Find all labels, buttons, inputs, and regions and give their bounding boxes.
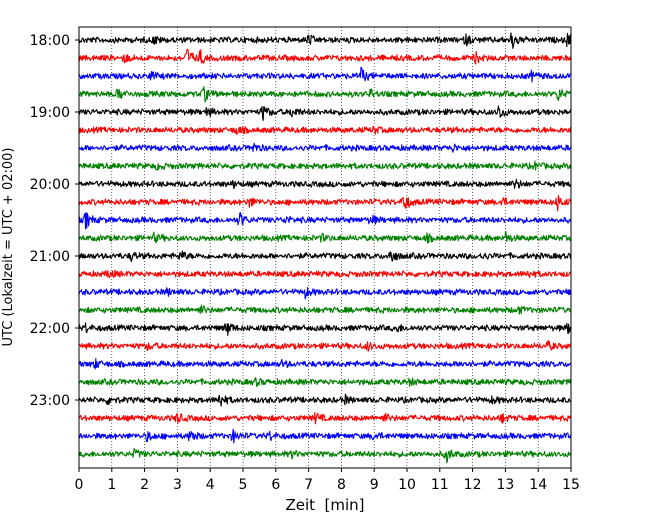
seismogram-trace-2015 [78,195,572,212]
y-tick-label: 18:00 [30,33,70,49]
seismogram-trace-2130 [78,287,572,300]
seismogram-trace-2345 [78,448,572,464]
seismogram-trace-1830 [78,66,572,83]
seismogram-trace-1815 [78,48,572,65]
plot-frame [78,26,572,469]
seismogram-trace-2200 [78,322,572,336]
x-tick-label: 8 [337,477,346,493]
seismogram-trace-2145 [78,304,572,315]
y-tick-label: 19:00 [30,105,70,121]
y-axis: 18:00 19:00 20:00 21:00 22:00 23:00 [30,33,79,409]
y-tick-label: 22:00 [30,321,70,337]
seismogram-trace-1915 [78,126,572,135]
x-tick-label: 2 [140,477,149,493]
x-tick-label: 0 [75,477,84,493]
seismogram-trace-1845 [78,86,572,103]
seismogram-traces [78,32,572,464]
y-axis-label: UTC (Lokalzeit = UTC + 02:00) [1,148,16,347]
seismogram-trace-2245 [78,377,572,388]
x-tick-label: 7 [304,477,313,493]
seismogram-trace-2230 [78,358,572,370]
seismogram-trace-1945 [78,160,572,171]
seismogram-trace-1800 [78,32,572,49]
x-tick-label: 14 [529,477,547,493]
x-tick-label: 12 [464,477,482,493]
seismogram-trace-2215 [78,339,572,352]
y-tick-label: 21:00 [30,249,70,265]
seismogram-trace-2115 [78,269,572,279]
x-axis-label: Zeit [min] [285,496,364,514]
seismogram-trace-2000 [78,178,572,189]
x-tick-label: 6 [271,477,280,493]
x-tick-label: 9 [370,477,379,493]
x-tick-label: 4 [206,477,215,493]
x-axis: 0 1 2 3 4 5 6 7 8 9 10 11 12 13 14 15 [75,468,580,493]
x-tick-label: 5 [239,477,248,493]
x-tick-label: 13 [496,477,514,493]
seismogram-trace-1930 [78,142,572,153]
x-tick-label: 3 [173,477,182,493]
seismogram-trace-2030 [78,212,572,230]
seismogram-trace-2300 [78,393,572,407]
seismogram-trace-2330 [78,428,572,444]
x-tick-label: 10 [398,477,416,493]
y-tick-label: 23:00 [30,393,70,409]
seismogram-trace-2315 [78,412,572,425]
x-tick-label: 15 [562,477,580,493]
seismogram-trace-1900 [78,105,572,121]
y-tick-label: 20:00 [30,177,70,193]
seismogram-trace-2100 [78,250,572,263]
x-tick-label: 11 [431,477,449,493]
x-tick-label: 1 [107,477,116,493]
seismogram-trace-2045 [78,230,572,244]
